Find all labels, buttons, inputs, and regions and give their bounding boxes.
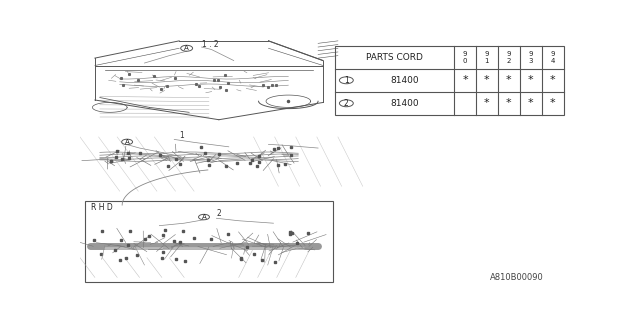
Text: PARTS CORD: PARTS CORD [366,53,423,62]
Text: 2: 2 [216,209,221,218]
Text: R H D: R H D [91,203,113,212]
Text: *: * [528,75,534,85]
Bar [335,46,564,115]
Text: 1: 1 [344,76,349,85]
Text: 1: 1 [179,131,184,140]
Text: A: A [202,214,206,220]
Text: 9
4: 9 4 [550,51,555,64]
Text: *: * [528,98,534,108]
Bar [85,201,333,282]
Text: *: * [550,98,556,108]
Text: 9
2: 9 2 [507,51,511,64]
Text: 2: 2 [344,99,349,108]
Text: A810B00090: A810B00090 [490,273,543,282]
Text: *: * [506,98,511,108]
Text: 81400: 81400 [390,99,419,108]
Text: *: * [550,75,556,85]
Text: *: * [506,75,511,85]
Text: 9
1: 9 1 [484,51,489,64]
Text: A: A [184,45,189,51]
Text: 81400: 81400 [390,76,419,85]
Text: 9
3: 9 3 [529,51,533,64]
Text: *: * [462,75,468,85]
Text: *: * [484,75,490,85]
Text: 9
0: 9 0 [463,51,467,64]
Text: 1 . 2: 1 . 2 [202,40,218,49]
Text: *: * [484,98,490,108]
Text: A: A [125,139,129,145]
